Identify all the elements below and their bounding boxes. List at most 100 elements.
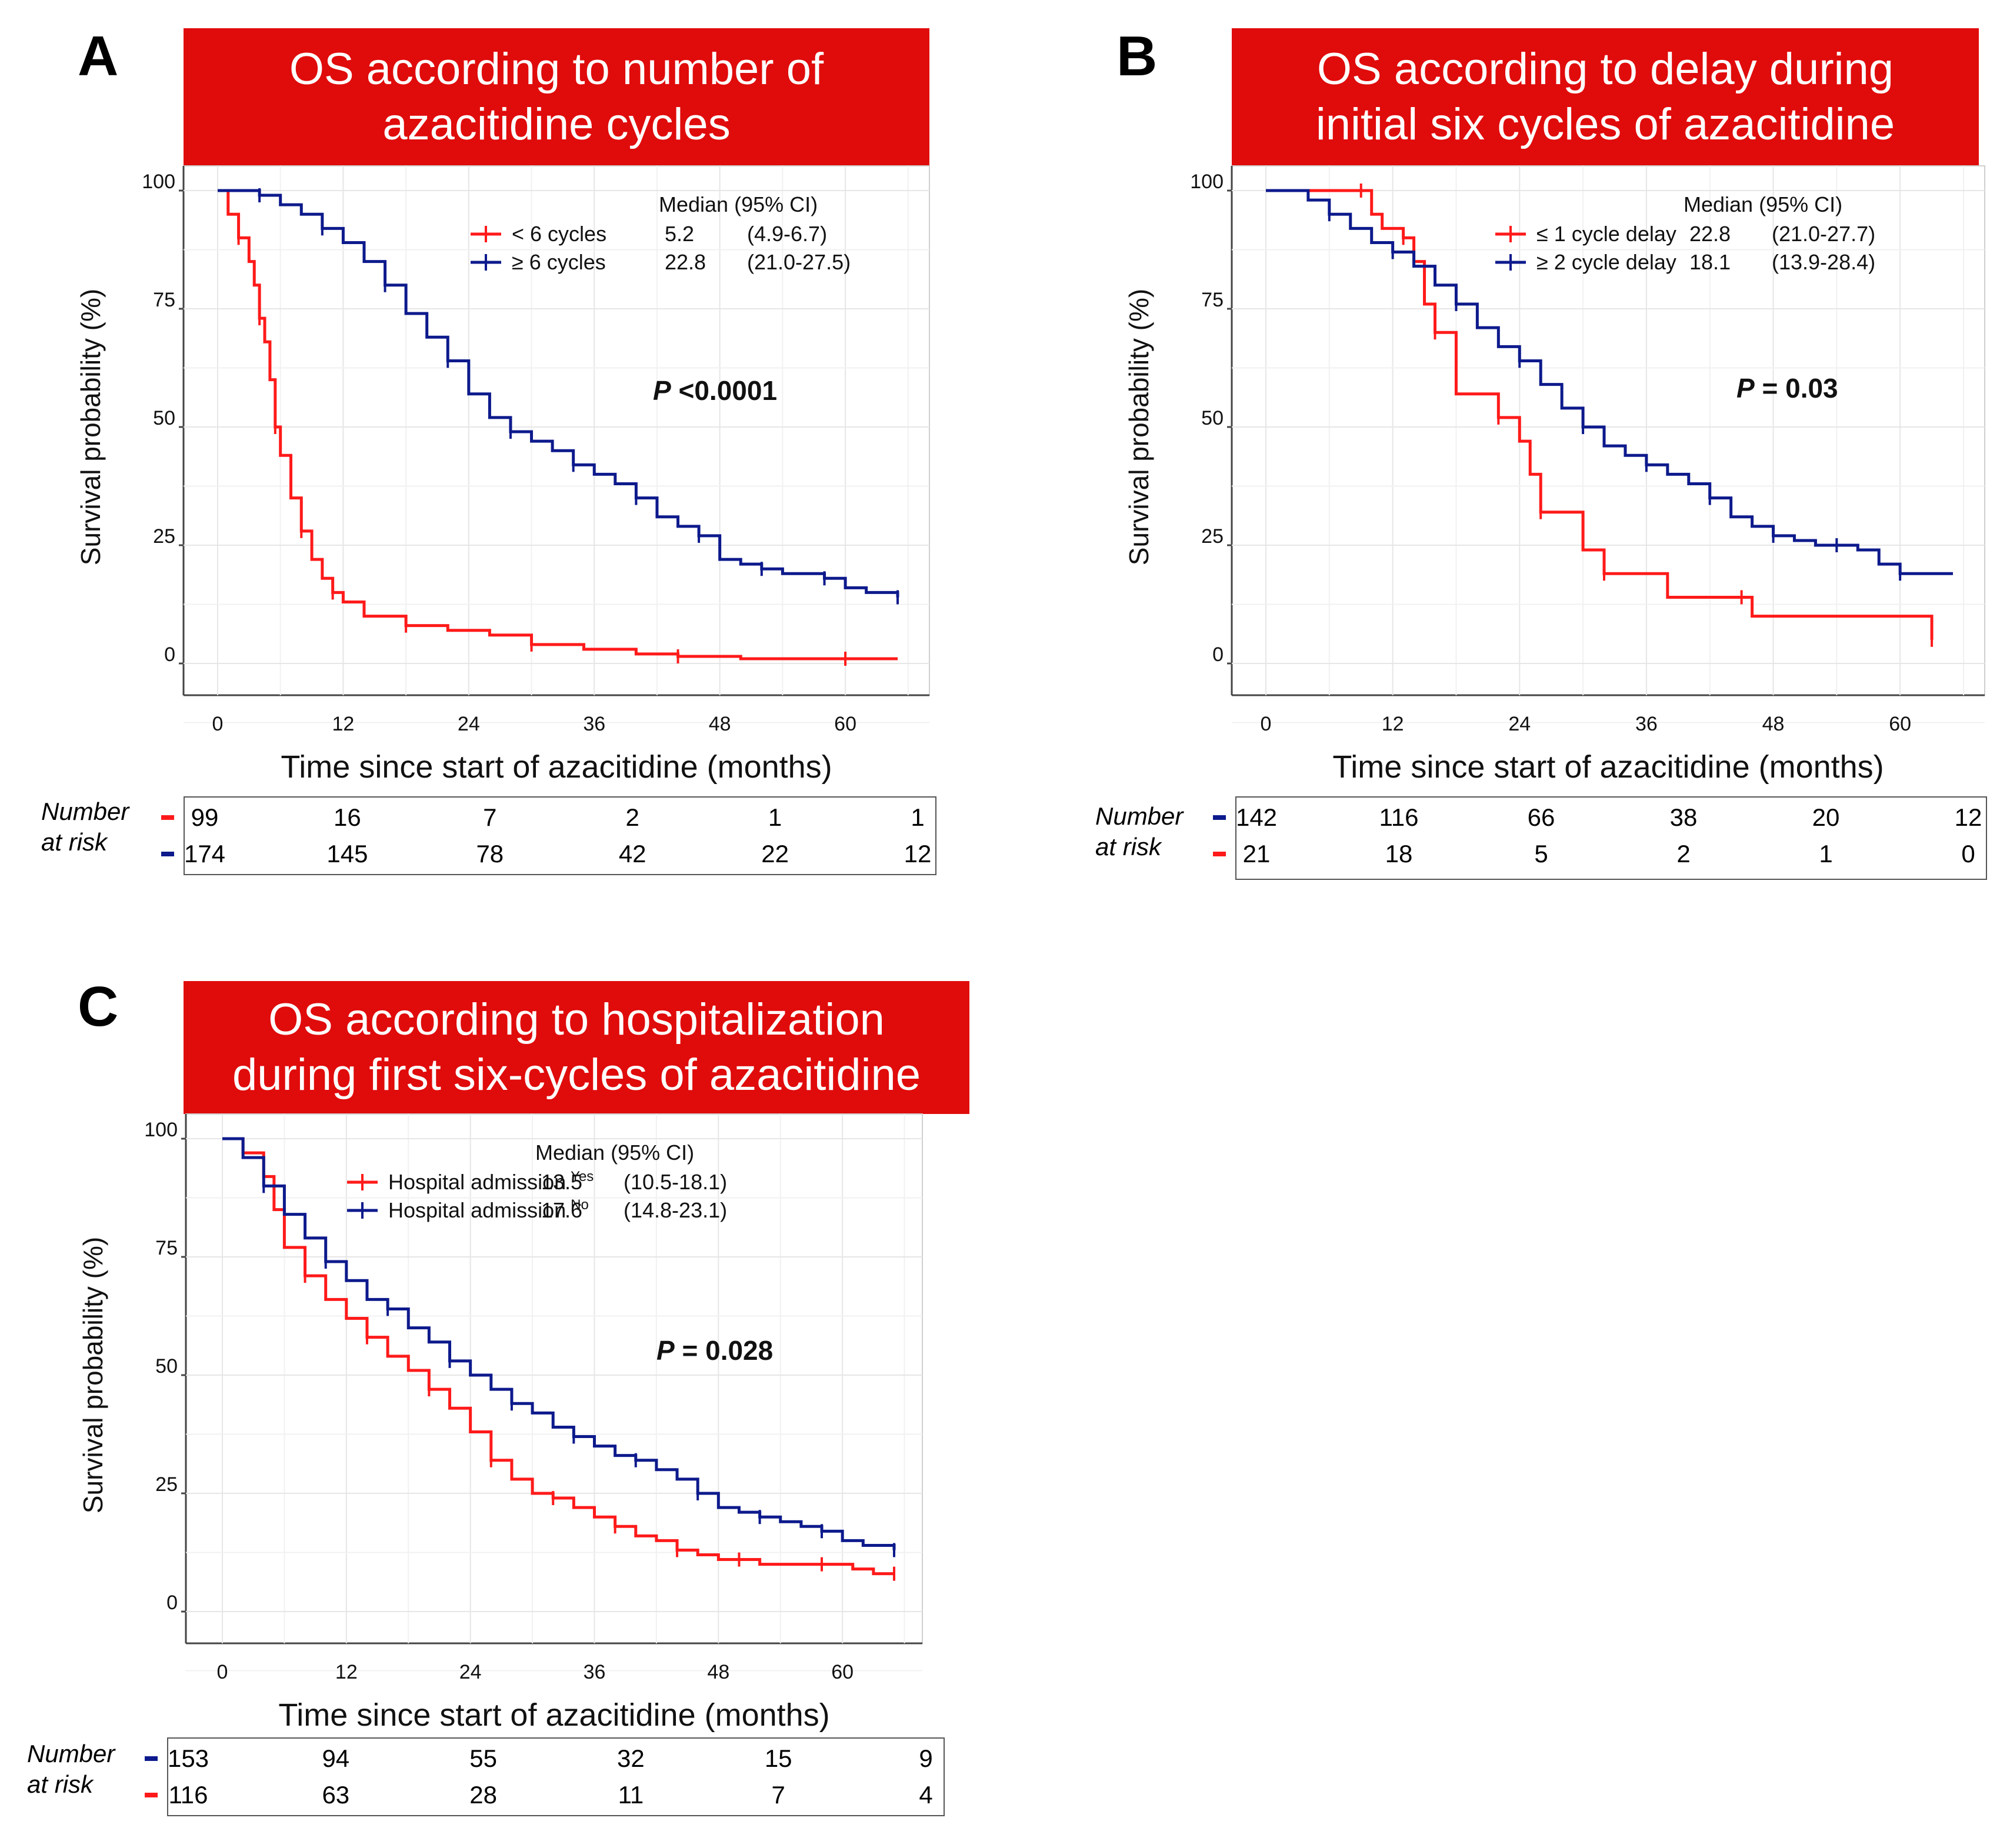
risk-cell: 28 bbox=[469, 1781, 497, 1809]
risk-cell: 116 bbox=[1379, 803, 1419, 831]
x-tick-label: 60 bbox=[834, 713, 856, 735]
x-tick-label: 48 bbox=[709, 713, 731, 735]
x-tick-label: 24 bbox=[1508, 713, 1531, 735]
legend-header: Median (95% CI) bbox=[535, 1140, 694, 1165]
risk-row: 174 145 78 42 22 12 bbox=[161, 838, 935, 873]
legend-ci: (14.8-23.1) bbox=[624, 1198, 727, 1222]
y-tick-label: 50 bbox=[1201, 407, 1224, 429]
x-tick-label: 12 bbox=[332, 713, 355, 735]
risk-cell: 99 bbox=[191, 803, 219, 831]
p-value: P <0.0001 bbox=[653, 375, 777, 406]
x-axis-label: Time since start of azacitidine (months) bbox=[1332, 749, 1884, 785]
risk-cell: 32 bbox=[617, 1744, 645, 1772]
risk-cell: 78 bbox=[476, 840, 504, 868]
legend-median: 22.8 bbox=[665, 250, 706, 274]
panel-letter: A bbox=[78, 25, 119, 88]
x-axis-label: Time since start of azacitidine (months) bbox=[278, 1697, 829, 1733]
risk-label-line-1: Number bbox=[41, 798, 129, 825]
legend-median: 18.1 bbox=[1689, 250, 1731, 274]
risk-cell: 94 bbox=[322, 1744, 350, 1772]
legend-ci: (4.9-6.7) bbox=[747, 222, 827, 246]
y-tick-label: 25 bbox=[155, 1473, 178, 1496]
risk-cell: 2 bbox=[625, 803, 639, 831]
y-tick-label: 100 bbox=[1190, 171, 1224, 193]
risk-row: 153 94 55 32 15 9 bbox=[145, 1742, 944, 1777]
title-line-2: initial six cycles of azacitidine bbox=[1315, 99, 1895, 149]
y-axis-label: Survival probability (%) bbox=[78, 1237, 108, 1513]
x-tick-label: 0 bbox=[212, 713, 224, 735]
x-tick-label: 48 bbox=[707, 1661, 729, 1683]
risk-cell: 7 bbox=[771, 1781, 785, 1809]
plot-frame bbox=[183, 165, 930, 696]
risk-label: Number at risk bbox=[27, 1739, 115, 1800]
x-tick-label: 24 bbox=[458, 713, 480, 735]
title-line-2: azacitidine cycles bbox=[382, 99, 731, 149]
survival-curve-2 bbox=[222, 1137, 896, 1550]
legend-label: Hospital admission No bbox=[388, 1197, 589, 1222]
x-tick-label: 12 bbox=[335, 1661, 358, 1683]
risk-cell: 55 bbox=[469, 1744, 497, 1772]
panel-letter: C bbox=[78, 975, 119, 1038]
survival-plot: 100 75 50 25 0 0 12 24 36 48 60 Survival probabilit… bbox=[1124, 165, 1985, 785]
risk-row-color-marker bbox=[145, 1756, 158, 1761]
x-tick-label: 60 bbox=[831, 1661, 854, 1683]
legend-superscript: No bbox=[571, 1197, 589, 1213]
legend-label: ≤ 1 cycle delay bbox=[1536, 222, 1676, 246]
risk-cell: 1 bbox=[911, 803, 925, 831]
risk-cell: 42 bbox=[618, 840, 646, 868]
survival-curve-1 bbox=[218, 189, 898, 661]
risk-label: Number at risk bbox=[41, 796, 129, 858]
risk-cell: 9 bbox=[919, 1744, 933, 1772]
legend-label: ≥ 6 cycles bbox=[512, 250, 606, 274]
risk-cell: 1 bbox=[1819, 840, 1833, 868]
survival-plot: 100 75 50 25 0 0 12 24 36 48 60 Survival probabilit… bbox=[78, 1113, 923, 1733]
risk-cell: 38 bbox=[1669, 803, 1698, 831]
risk-row-color-marker bbox=[1213, 815, 1226, 820]
legend-header: Median (95% CI) bbox=[1684, 192, 1842, 216]
p-value-number: = 0.03 bbox=[1755, 373, 1838, 403]
legend: Median (95% CI) < 6 cycles 5.2 (4.9-6.7) ≥ 6… bbox=[471, 192, 851, 274]
plot-frame bbox=[1231, 165, 1985, 696]
y-tick-label: 75 bbox=[1201, 289, 1224, 311]
y-tick-label: 50 bbox=[153, 407, 175, 429]
x-tick-label: 24 bbox=[459, 1661, 482, 1683]
panel-letter: B bbox=[1116, 25, 1158, 88]
plot-frame bbox=[185, 1113, 923, 1644]
risk-cell: 12 bbox=[1954, 803, 1982, 831]
y-tick-label: 0 bbox=[1212, 643, 1224, 666]
legend: Median (95% CI) Hospital admission Yes13.5… bbox=[347, 1140, 727, 1222]
x-tick-label: 36 bbox=[584, 1661, 606, 1683]
y-tick-label: 75 bbox=[153, 289, 175, 311]
risk-row: 21 18 5 2 1 0 bbox=[1213, 838, 1986, 873]
legend-ci: (21.0-27.5) bbox=[747, 250, 851, 274]
legend-label: Hospital admission Yes bbox=[388, 1169, 594, 1194]
risk-cell: 153 bbox=[167, 1744, 209, 1772]
title-line-1: OS according to number of bbox=[289, 44, 824, 94]
p-value-prefix: P bbox=[656, 1335, 675, 1366]
y-tick-label: 0 bbox=[166, 1592, 178, 1614]
risk-cell: 12 bbox=[904, 840, 932, 868]
risk-cell: 145 bbox=[326, 840, 368, 868]
legend-ci: (21.0-27.7) bbox=[1772, 222, 1875, 246]
risk-row-color-marker bbox=[161, 852, 174, 856]
risk-cell: 142 bbox=[1235, 803, 1278, 831]
risk-cell: 20 bbox=[1812, 803, 1840, 831]
legend-header: Median (95% CI) bbox=[659, 192, 818, 216]
panel-title: OS according to delay during initial six… bbox=[1232, 28, 1979, 166]
y-axis-label: Survival probability (%) bbox=[1124, 289, 1154, 565]
risk-row: 142 116 66 38 20 12 bbox=[1213, 801, 1986, 836]
risk-row-color-marker bbox=[1213, 852, 1226, 856]
legend-median: 17.6 bbox=[541, 1198, 582, 1222]
risk-cell: 15 bbox=[764, 1744, 792, 1772]
y-tick-label: 25 bbox=[1201, 525, 1224, 548]
p-value: P = 0.03 bbox=[1736, 373, 1838, 403]
panel-title: OS according to hospitalization during f… bbox=[184, 981, 969, 1114]
risk-cell: 5 bbox=[1534, 840, 1548, 868]
title-line-1: OS according to hospitalization bbox=[268, 995, 885, 1045]
y-tick-label: 50 bbox=[155, 1355, 178, 1377]
legend-label: < 6 cycles bbox=[512, 222, 606, 246]
y-axis-label: Survival probability (%) bbox=[75, 289, 106, 565]
p-value-number: <0.0001 bbox=[671, 375, 777, 406]
y-tick-label: 75 bbox=[155, 1237, 178, 1259]
legend-median: 22.8 bbox=[1689, 222, 1731, 246]
